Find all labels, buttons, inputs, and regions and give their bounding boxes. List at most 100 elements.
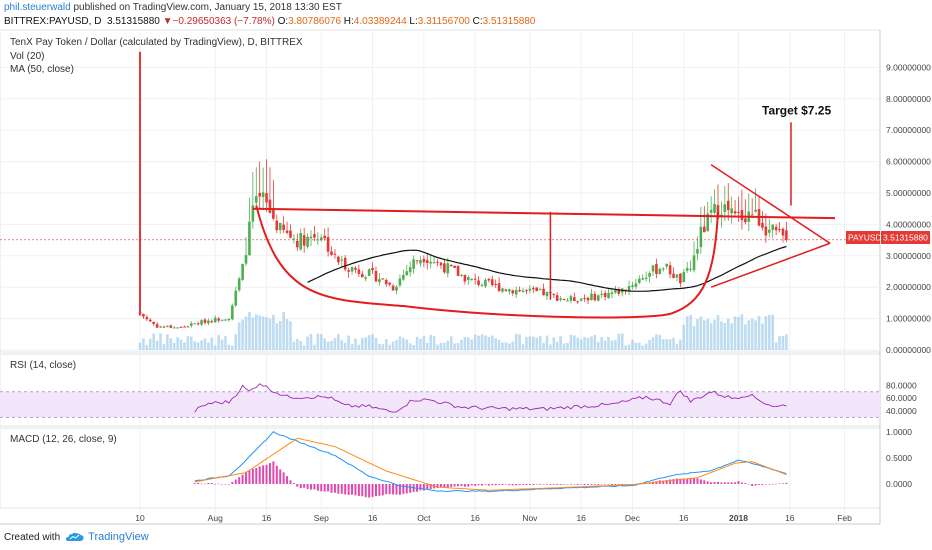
rsi-indicator-label[interactable]: RSI (14, close) <box>10 360 77 371</box>
candle-body <box>750 214 754 216</box>
grid-lines <box>0 30 880 524</box>
ma-indicator-label[interactable]: MA (50, close) <box>10 64 74 75</box>
price-tick-label: 1.00000000 <box>886 314 931 324</box>
macd-indicator-label[interactable]: MACD (12, 26, close, 9) <box>10 434 117 445</box>
candle-body <box>668 265 672 275</box>
price-pane[interactable] <box>0 29 881 353</box>
time-tick-label: 16 <box>679 513 689 523</box>
volume-bar <box>689 315 692 350</box>
candle-body <box>552 293 556 295</box>
macd-hist-bar <box>292 483 295 484</box>
macd-hist-bar <box>730 482 733 484</box>
triangle-lower-line[interactable] <box>710 242 831 288</box>
low-label: L: <box>409 16 418 27</box>
high-label: H: <box>343 16 354 27</box>
macd-hist-bar <box>723 482 726 484</box>
candle-body <box>381 278 385 280</box>
candle-body <box>696 248 699 254</box>
volume-bar <box>679 339 682 350</box>
macd-hist-bar <box>525 484 528 486</box>
rsi-tick-label: 40.0000 <box>886 406 917 416</box>
candle-body <box>176 327 179 329</box>
volume-bar <box>446 340 450 350</box>
candle-body <box>425 260 429 263</box>
candle-body <box>771 224 774 230</box>
cup-curve[interactable] <box>255 205 719 319</box>
candle-body <box>679 273 682 284</box>
tradingview-brand[interactable]: TradingView <box>66 531 149 543</box>
candle-body <box>220 319 224 321</box>
volume-bar <box>251 317 255 350</box>
candle-body <box>251 205 255 222</box>
candle-body <box>566 300 569 302</box>
candle-body <box>186 326 190 328</box>
volume-bar <box>596 342 600 350</box>
price-axis-labels[interactable]: 9.00000000 8.00000000 7.00000000 6.00000000… <box>886 62 931 355</box>
candle-body <box>405 271 409 276</box>
candle-body <box>689 268 692 270</box>
volume-bar <box>617 333 621 350</box>
volume-bar <box>661 339 665 350</box>
author-name[interactable]: phil.steuerwald <box>4 2 71 13</box>
volume-bar <box>470 339 474 350</box>
macd-hist-bar <box>463 484 466 487</box>
candle-body <box>227 318 231 321</box>
macd-hist-bar <box>669 479 672 484</box>
volume-bar <box>422 336 426 350</box>
candle-body <box>559 298 562 300</box>
volume-bar <box>203 338 207 350</box>
volume-bar <box>388 344 391 350</box>
candle-body <box>302 235 306 246</box>
macd-hist-bar <box>754 484 757 486</box>
candle-body <box>532 288 535 290</box>
macd-hist-bar <box>621 484 624 485</box>
target-annotation[interactable]: Target $7.25 <box>762 103 831 117</box>
macd-hist-bar <box>443 484 446 488</box>
volume-bar <box>183 342 186 350</box>
macd-hist-bar <box>395 484 398 495</box>
candle-body <box>600 293 603 295</box>
volume-bar <box>737 316 740 350</box>
volume-bar <box>155 340 159 350</box>
macd-hist-bar <box>693 478 696 484</box>
candle-body <box>508 289 511 292</box>
candle-body <box>692 255 696 271</box>
volume-bar <box>254 314 258 350</box>
volume-bar <box>569 334 573 350</box>
candle-body <box>699 226 703 248</box>
volume-bar <box>364 337 368 350</box>
macd-hist-bar <box>255 467 258 484</box>
macd-hist-bar <box>563 484 566 485</box>
volume-bar <box>398 336 402 350</box>
candle-body <box>275 220 279 231</box>
volume-bar <box>532 336 535 350</box>
volume-bar <box>682 324 686 350</box>
candle-body <box>183 326 186 328</box>
candle-body <box>672 273 675 278</box>
volume-bar <box>460 339 463 350</box>
macd-hist-bar <box>330 484 333 493</box>
volume-bar <box>480 334 484 350</box>
macd-hist-bar <box>409 484 412 493</box>
time-axis-labels[interactable]: 10 Aug 16 Sep 16 Oct 16 Nov 16 Dec 16 2018 16 Feb <box>135 513 852 523</box>
candle-body <box>463 274 467 282</box>
time-tick-label: 16 <box>368 513 378 523</box>
volume-bar <box>425 342 429 350</box>
neckline[interactable] <box>252 207 836 220</box>
candle-body <box>203 319 207 323</box>
candle-body <box>514 289 518 295</box>
macd-pane[interactable] <box>0 427 881 509</box>
volume-bar <box>713 319 716 350</box>
volume-bar <box>562 343 566 350</box>
candle-body <box>723 204 727 212</box>
candle-body <box>716 205 720 219</box>
volume-bar <box>456 342 460 350</box>
candle-body <box>593 293 597 301</box>
down-arrow-icon: ▼ <box>162 16 173 27</box>
macd-hist-bar <box>710 482 713 484</box>
triangle-upper-line[interactable] <box>710 164 831 244</box>
volume-bar <box>234 334 238 350</box>
candle-body <box>172 327 176 329</box>
vol-indicator-label[interactable]: Vol (20) <box>10 51 45 62</box>
